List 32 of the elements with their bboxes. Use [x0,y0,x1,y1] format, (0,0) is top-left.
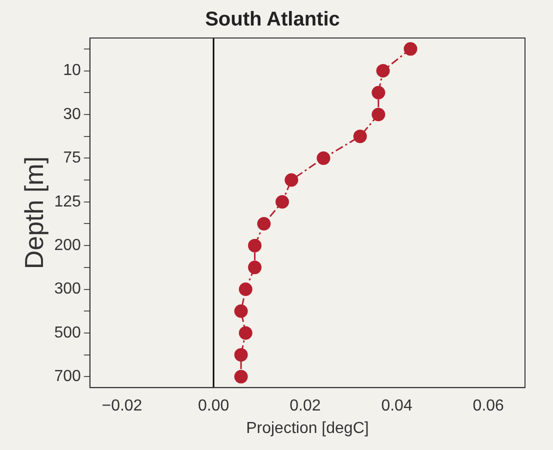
point [234,304,248,318]
point [234,348,248,362]
x-axis-title: Projection [degC] [246,420,369,437]
point [404,42,418,56]
x-tick-label: 0.02 [290,398,321,415]
point [372,86,386,100]
y-tick-label: 700 [54,368,81,386]
point [248,238,262,252]
y-tick-label: 200 [54,236,81,254]
y-axis-title: Depth [m] [18,156,49,270]
point [257,216,271,230]
y-tick-label: 125 [54,193,81,210]
point [276,195,290,209]
x-tick-label: 0.00 [198,398,230,415]
y-tick-label: 75 [63,150,81,167]
point [284,173,298,187]
point [376,64,390,78]
y-tick-label: 30 [63,106,81,123]
chart-title: South Atlantic [205,8,340,31]
x-tick-label: 0.04 [381,398,412,415]
x-tick-label: 0.06 [472,398,504,415]
point [353,130,367,144]
point [234,370,248,384]
point [248,260,262,274]
point [372,108,386,122]
y-tick-label: 10 [63,62,81,80]
y-tick-label: 500 [54,324,81,342]
point [316,151,330,165]
y-tick-label: 300 [54,280,81,298]
point [238,326,252,340]
x-tick-label: −0.02 [102,398,142,415]
point [238,282,252,296]
